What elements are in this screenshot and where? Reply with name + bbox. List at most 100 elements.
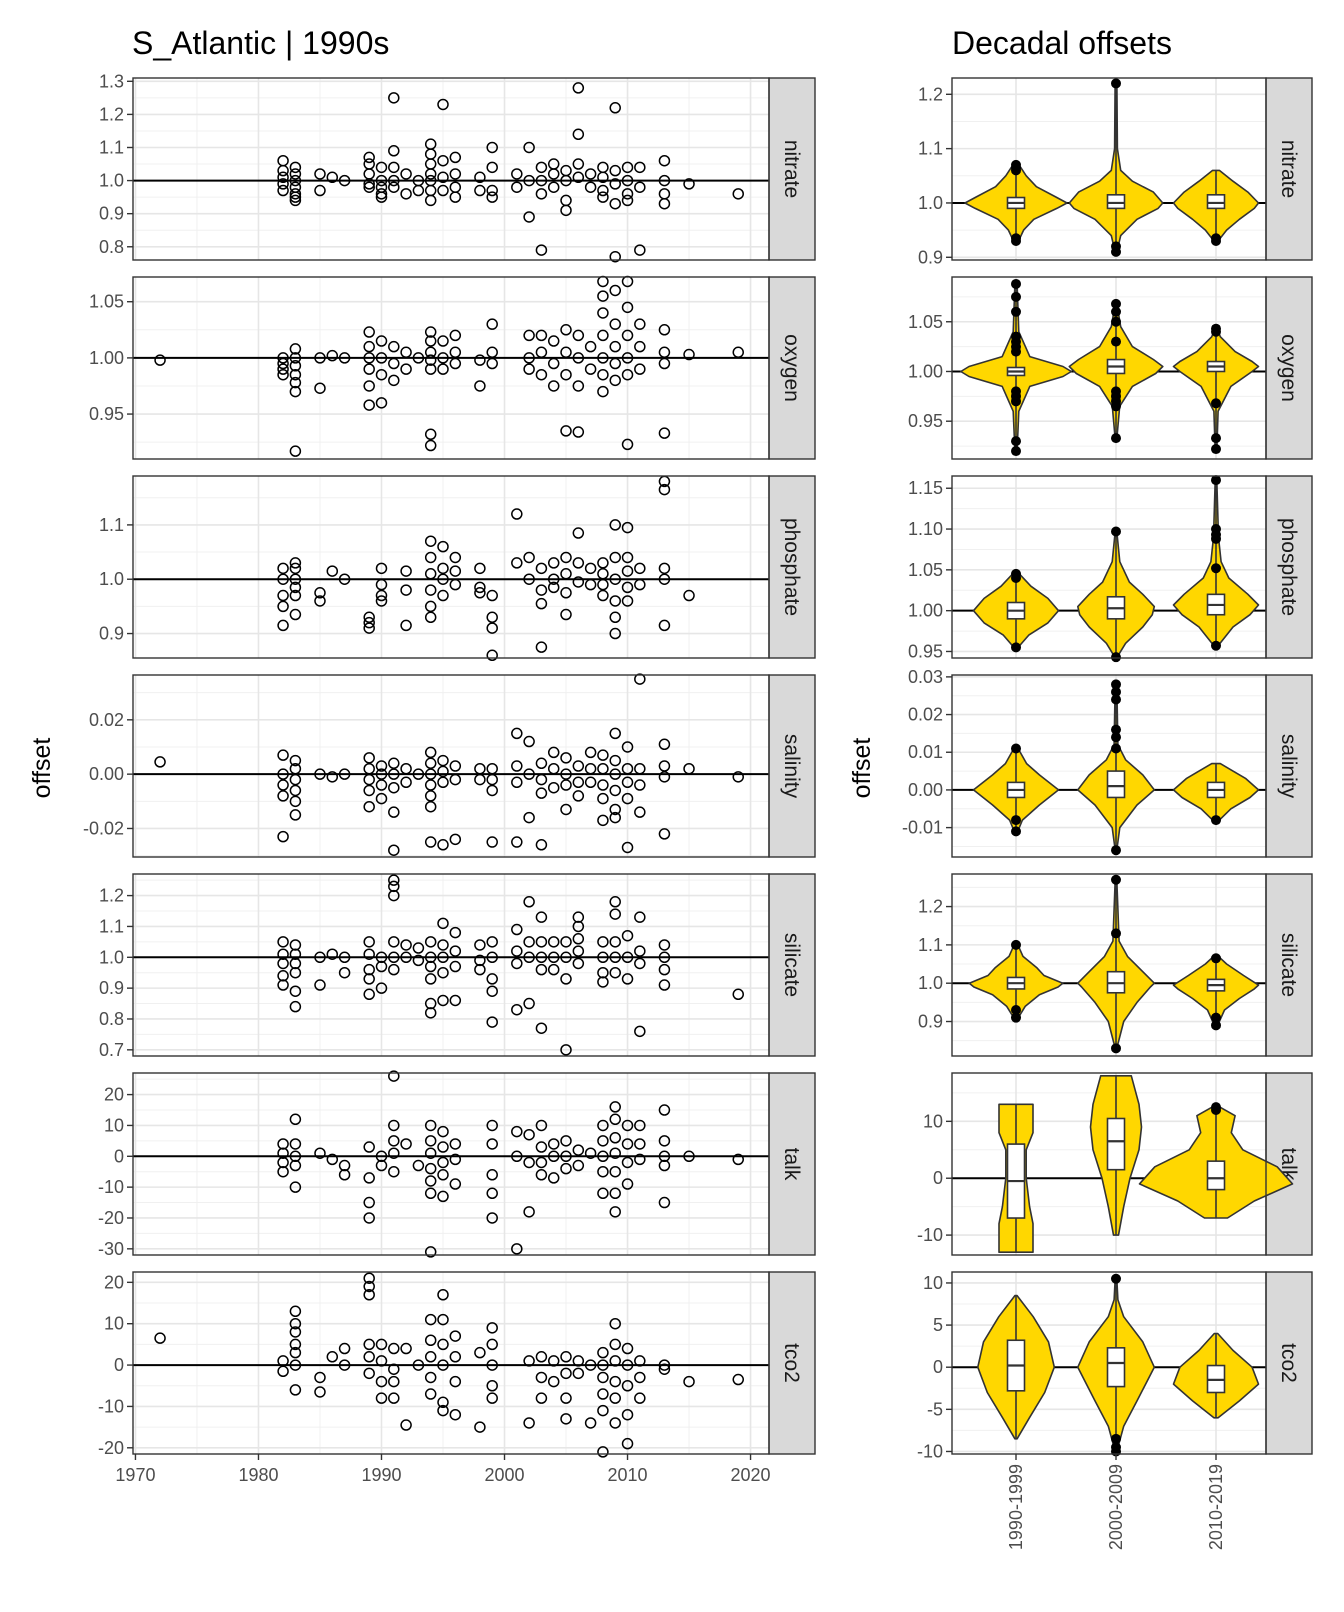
data-point <box>732 1153 744 1166</box>
data-point <box>560 346 572 359</box>
facet-strip-label: salinity <box>780 734 803 799</box>
data-point <box>424 1334 437 1346</box>
outlier-point <box>1211 444 1221 455</box>
data-point <box>609 284 621 297</box>
data-point <box>277 184 289 197</box>
facet-strip <box>1265 77 1313 261</box>
data-point <box>547 168 560 180</box>
data-point <box>424 1007 437 1019</box>
data-point <box>154 354 166 366</box>
data-point <box>597 1388 609 1400</box>
data-point <box>289 1384 302 1396</box>
data-point <box>400 363 412 375</box>
data-point <box>388 889 400 902</box>
data-point <box>314 382 326 394</box>
data-point <box>437 917 449 930</box>
data-point <box>277 749 289 761</box>
y-tick-label: -10 <box>98 1177 124 1197</box>
data-point <box>572 1159 585 1172</box>
data-point <box>658 1363 671 1375</box>
data-point <box>437 776 449 789</box>
y-tick-label: 1.15 <box>908 478 943 498</box>
data-point <box>523 1206 535 1218</box>
data-point <box>289 168 302 180</box>
data-point <box>560 803 572 816</box>
data-point <box>424 757 437 770</box>
data-point <box>597 814 609 827</box>
outlier-point <box>1111 724 1121 735</box>
data-point <box>400 619 412 632</box>
facet-strip <box>1265 674 1313 858</box>
outlier-point <box>1011 743 1021 754</box>
data-point <box>609 727 621 740</box>
data-point <box>658 771 671 783</box>
data-point <box>634 340 646 353</box>
data-point <box>449 1178 462 1190</box>
data-point <box>363 181 375 193</box>
data-point <box>486 1322 498 1334</box>
data-point <box>486 1380 498 1392</box>
data-point <box>449 357 462 370</box>
data-point <box>597 762 609 775</box>
data-point <box>634 1153 646 1166</box>
data-point <box>547 335 560 347</box>
data-point <box>474 354 486 366</box>
data-point <box>388 806 400 818</box>
data-point <box>289 1305 302 1318</box>
data-point <box>388 181 400 193</box>
data-point <box>535 368 548 381</box>
data-point <box>277 368 289 381</box>
data-point <box>326 771 339 783</box>
y-tick-label: 1.05 <box>908 560 943 580</box>
left-y-axis-label: offset <box>28 738 56 799</box>
data-point <box>449 1408 462 1421</box>
data-point <box>400 939 412 951</box>
data-point <box>572 1144 585 1156</box>
data-point <box>609 551 621 564</box>
data-point <box>314 1386 326 1398</box>
data-point <box>535 597 548 610</box>
data-point <box>535 963 548 976</box>
data-point <box>560 324 572 336</box>
violin-panel-silicate: 0.9 1.0 1.1 1.2 silicate <box>918 873 1313 1057</box>
data-point <box>388 936 400 948</box>
y-tick-label: 10 <box>923 1111 943 1131</box>
data-point <box>424 1162 437 1175</box>
data-point <box>154 756 166 768</box>
scatter-panel-talk: -30 -20 -10 0 10 20 talk <box>98 1070 816 1259</box>
y-tick-label: 10 <box>923 1273 943 1293</box>
data-point <box>634 244 646 256</box>
violin-panels: 0.91.01.11.2nitrate0.951.001.05oxygen0.9… <box>902 77 1313 1550</box>
data-point <box>437 1169 449 1181</box>
data-point <box>424 779 437 791</box>
data-point <box>375 595 388 607</box>
data-point <box>535 936 548 948</box>
data-point <box>621 776 634 789</box>
data-point <box>732 771 744 783</box>
data-point <box>474 184 486 197</box>
data-point <box>523 1355 535 1367</box>
data-point <box>535 1351 548 1363</box>
y-tick-label: 0.9 <box>918 1012 943 1032</box>
panel-border <box>951 1072 1267 1256</box>
outlier-point <box>1211 563 1221 574</box>
data-point <box>289 581 302 594</box>
data-point <box>363 380 375 392</box>
data-point <box>597 191 609 203</box>
data-point <box>609 1417 621 1429</box>
data-point <box>388 1165 400 1178</box>
outlier-point <box>1211 398 1221 409</box>
data-point <box>609 966 621 979</box>
outlier-point <box>1011 642 1021 653</box>
data-point <box>289 589 302 602</box>
data-point <box>289 174 302 187</box>
data-point <box>597 568 609 580</box>
data-point <box>338 1342 351 1355</box>
data-point <box>621 1138 634 1150</box>
data-point <box>609 340 621 353</box>
data-point <box>560 204 572 217</box>
data-point <box>486 141 498 154</box>
data-point <box>597 1150 609 1163</box>
data-point <box>609 1132 621 1144</box>
data-point <box>400 168 412 180</box>
